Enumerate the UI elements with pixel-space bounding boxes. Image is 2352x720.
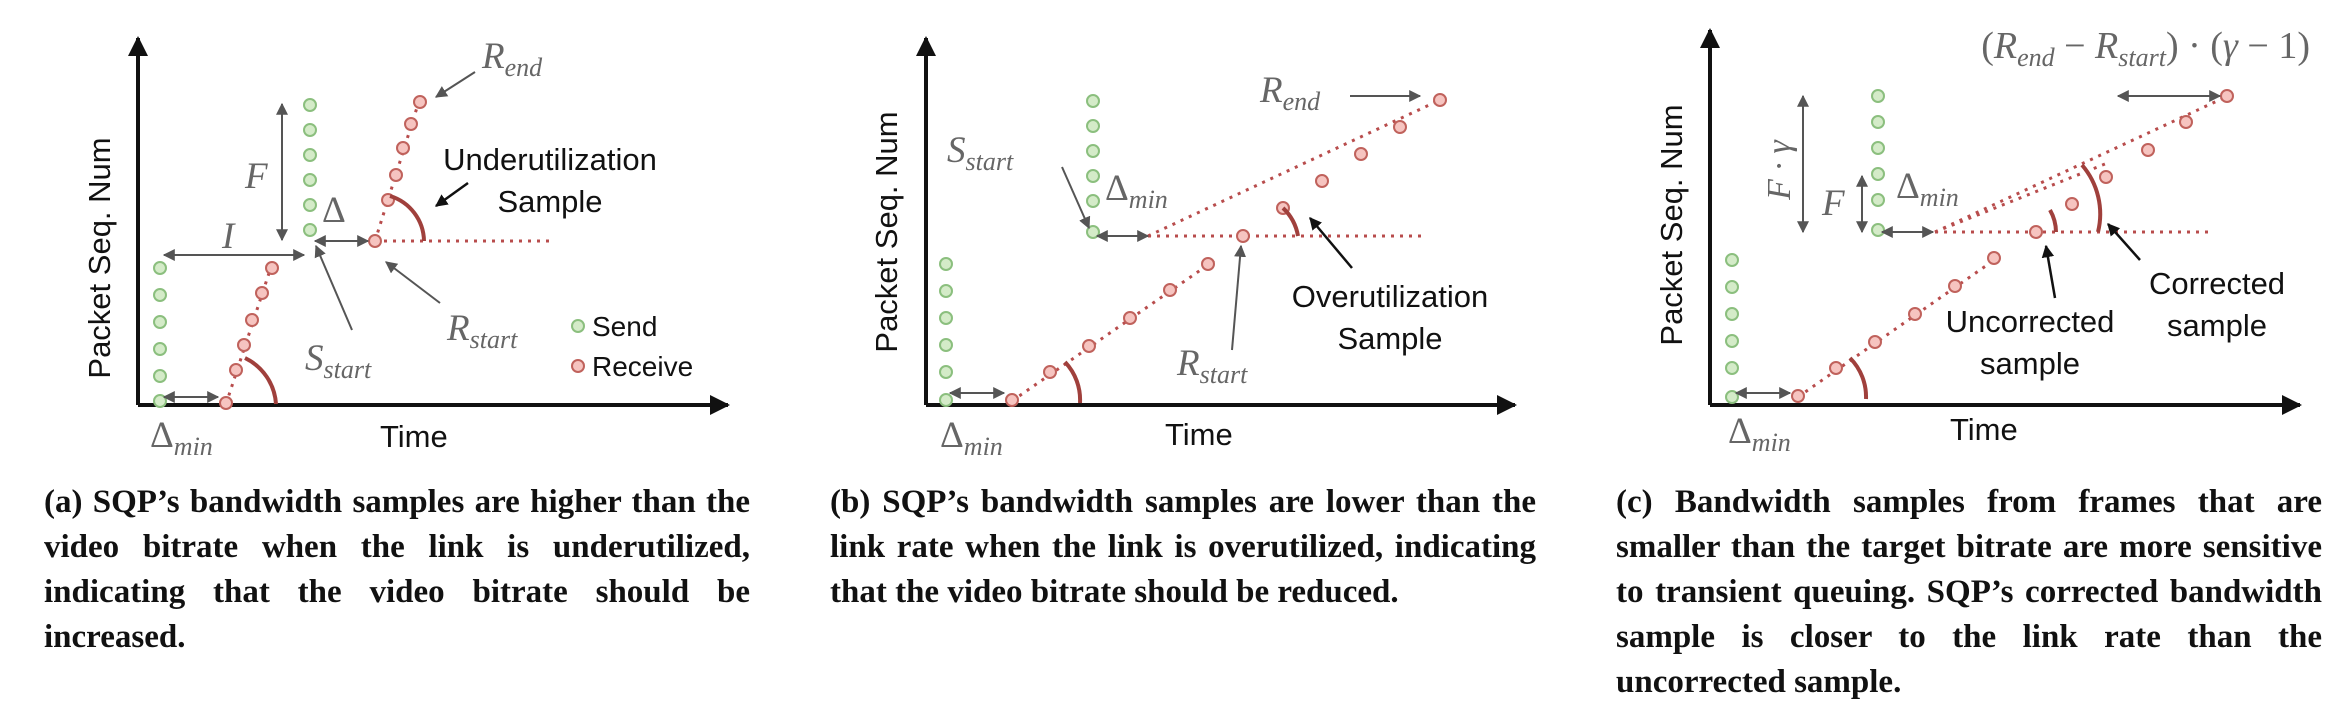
receive-packets-2 — [2029, 89, 2234, 239]
delta-label: Δ — [322, 190, 346, 231]
angle-arc-2 — [1281, 206, 1300, 237]
y-axis-label: Packet Seq. Num — [1654, 104, 1689, 345]
y-axis-label: Packet Seq. Num — [869, 111, 904, 352]
sample-pointer — [1309, 217, 1353, 269]
panel-b: Packet Seq. Num Time Δmin Δmin Sstart — [869, 36, 1517, 461]
legend-send: Send — [592, 311, 657, 342]
angle-arc-2 — [389, 194, 426, 242]
sample-label-line2: Sample — [497, 184, 602, 219]
x-axis-label: Time — [380, 419, 448, 454]
sample-label-line1: Overutilization — [1292, 279, 1488, 314]
send-packets-2 — [303, 98, 317, 237]
r-end-label: Rend — [481, 36, 543, 82]
receive-packets-2 — [368, 95, 427, 248]
f-label: F — [1821, 183, 1845, 224]
delta-min-mid-label: Δmin — [1896, 166, 1959, 212]
f-gamma-label: F · γ — [1761, 139, 1798, 201]
legend-receive: Receive — [592, 351, 693, 382]
receive-packets-1 — [219, 261, 279, 410]
uncorrected-pointer — [2041, 244, 2057, 299]
receive-packets-2 — [1236, 93, 1447, 243]
s-start-label: Sstart — [947, 130, 1014, 176]
sample-label-line2: Sample — [1337, 321, 1442, 356]
s-start-label: Sstart — [305, 338, 372, 384]
x-axis-label: Time — [1165, 417, 1233, 452]
delta-min-label: Δmin — [1728, 411, 1791, 457]
send-packets-1 — [939, 257, 953, 407]
sample-label-line1: Underutilization — [443, 142, 657, 177]
formula-label: (Rend − Rstart) · (γ − 1) — [1981, 25, 2310, 72]
interval-label: I — [221, 216, 236, 257]
caption-a: (a) SQP’s bandwidth samples are higher t… — [44, 484, 750, 655]
delta-min-label: Δmin — [940, 415, 1003, 461]
legend: Send Receive — [571, 311, 693, 382]
receive-packets-1 — [1791, 251, 2001, 403]
send-packets-1 — [1725, 253, 1739, 404]
angle-arc-1 — [1063, 360, 1083, 404]
send-packets-1 — [153, 261, 167, 408]
x-axis-label: Time — [1950, 412, 2018, 447]
sample-pointer — [434, 181, 469, 208]
uncorrected-label-line1: Uncorrected — [1946, 304, 2115, 339]
s-start-pointer — [314, 244, 353, 331]
frame-size-label: F — [244, 156, 268, 197]
r-start-label: Rstart — [1176, 343, 1248, 389]
r-start-pointer — [1231, 244, 1247, 351]
angle-arc-1 — [244, 356, 278, 405]
r-end-pointer — [434, 71, 476, 98]
angle-arc-uncorrected — [2048, 209, 2058, 233]
angle-arc-corrected — [2080, 163, 2103, 233]
panel-a: Packet Seq. Num Time Δmin — [82, 36, 730, 461]
caption-c: (c) Bandwidth samples from frames that a… — [1616, 484, 2322, 700]
receive-packets-1 — [1005, 257, 1215, 407]
corrected-label-line1: Corrected — [2149, 266, 2285, 301]
caption-b: (b) SQP’s bandwidth samples are lower th… — [830, 484, 1536, 610]
send-packets-2 — [1871, 89, 1885, 237]
legend-receive-marker — [571, 359, 585, 373]
r-start-label: Rstart — [446, 308, 518, 354]
delta-min-mid-label: Δmin — [1105, 168, 1168, 214]
delta-min-label: Δmin — [150, 415, 213, 461]
panel-c: Packet Seq. Num Time Δmin Δmin F — [1654, 25, 2310, 457]
angle-arc-1 — [1848, 356, 1869, 400]
y-axis-label: Packet Seq. Num — [82, 137, 117, 378]
legend-send-marker — [571, 319, 585, 333]
receive-line-2 — [1147, 98, 1441, 238]
send-packets-2 — [1086, 94, 1100, 239]
corrected-pointer — [2107, 223, 2141, 261]
uncorrected-label-line2: sample — [1980, 346, 2080, 381]
uncorrected-line — [1934, 160, 2111, 234]
receive-line-1 — [224, 263, 274, 405]
corrected-label-line2: sample — [2167, 308, 2267, 343]
r-start-pointer — [385, 261, 441, 304]
r-end-label: Rend — [1259, 70, 1321, 116]
s-start-pointer — [1061, 166, 1091, 230]
